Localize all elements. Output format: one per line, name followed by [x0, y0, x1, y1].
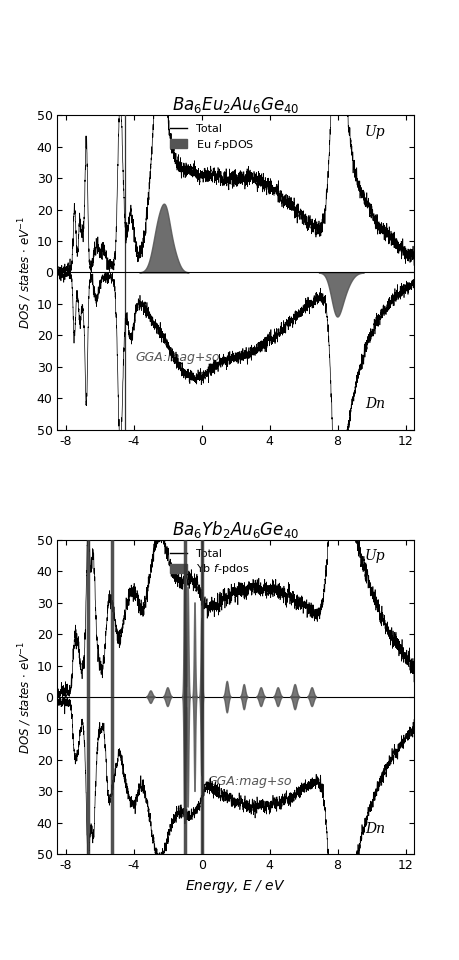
Text: Up: Up: [364, 549, 385, 564]
Text: GGA:mag+so: GGA:mag+so: [136, 350, 220, 364]
Text: Up: Up: [364, 125, 385, 138]
Legend: Total, Yb $f$-pdos: Total, Yb $f$-pdos: [170, 548, 248, 576]
Title: $Ba_6Eu_2Au_6Ge_{40}$: $Ba_6Eu_2Au_6Ge_{40}$: [172, 95, 299, 115]
Title: $Ba_6Yb_2Au_6Ge_{40}$: $Ba_6Yb_2Au_6Ge_{40}$: [172, 518, 299, 540]
Text: Dn: Dn: [365, 396, 385, 411]
Y-axis label: DOS / states $\cdot$ eV$^{-1}$: DOS / states $\cdot$ eV$^{-1}$: [16, 640, 34, 754]
X-axis label: Energy, $E$ / eV: Energy, $E$ / eV: [185, 877, 285, 895]
Y-axis label: DOS / states $\cdot$ eV$^{-1}$: DOS / states $\cdot$ eV$^{-1}$: [16, 216, 34, 329]
Text: GGA:mag+so: GGA:mag+so: [207, 775, 291, 788]
Legend: Total, Eu $f$-pDOS: Total, Eu $f$-pDOS: [170, 124, 253, 152]
Text: Dn: Dn: [365, 822, 385, 835]
